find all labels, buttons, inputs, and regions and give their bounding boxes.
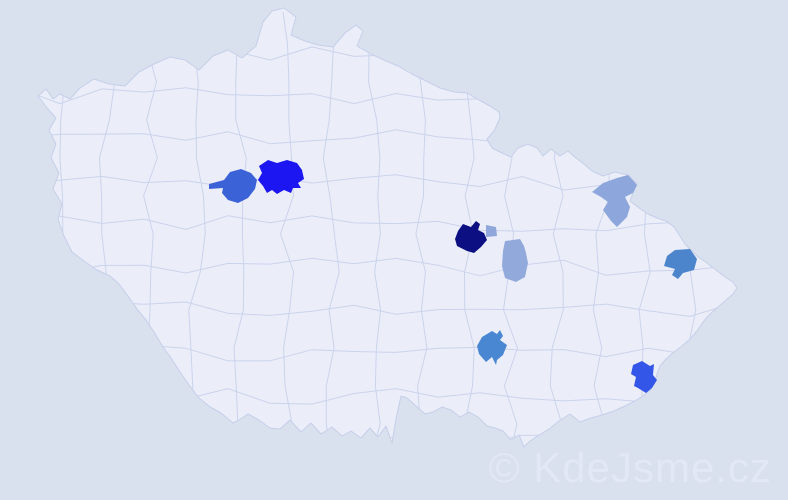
district-border-line <box>38 215 733 232</box>
highlighted-districts <box>209 160 697 393</box>
district-border-line <box>322 20 340 447</box>
watermark: © KdeJsme.cz <box>488 444 772 491</box>
district-border-line <box>414 8 428 447</box>
district-border-line <box>233 13 249 447</box>
country-outline <box>37 7 738 448</box>
district-southeast-royal[interactable] <box>631 361 657 393</box>
district-border-line <box>368 25 382 447</box>
district-south-moravia-steel[interactable] <box>477 330 507 365</box>
district-small-patch[interactable] <box>486 225 497 237</box>
district-border-line <box>38 301 733 317</box>
district-north-moravia-light[interactable] <box>592 175 637 227</box>
district-border-line <box>38 257 733 277</box>
district-border-line <box>188 18 206 447</box>
district-border-line <box>280 12 295 447</box>
district-border-line <box>686 15 700 447</box>
district-east-bohemia-dark[interactable] <box>455 221 487 253</box>
district-north-moravia-steel[interactable] <box>664 249 697 279</box>
district-central[interactable] <box>258 160 304 194</box>
district-central-west[interactable] <box>209 169 257 203</box>
district-border-line <box>731 13 737 447</box>
district-east-bohemia-light[interactable] <box>502 239 528 282</box>
